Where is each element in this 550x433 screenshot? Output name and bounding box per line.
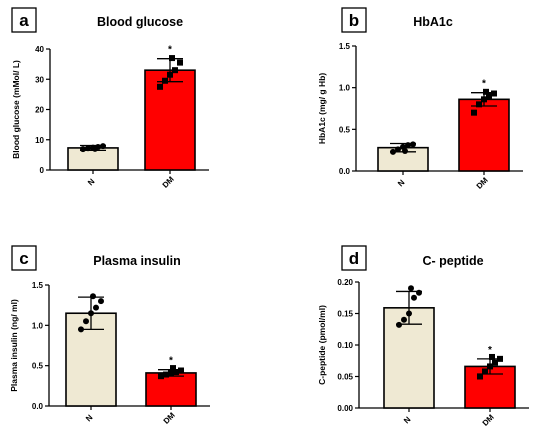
data-point (406, 310, 412, 317)
data-point (483, 88, 489, 95)
x-tick-label: N (396, 178, 407, 189)
data-point (172, 67, 178, 74)
data-point (477, 373, 483, 380)
data-point (85, 145, 91, 152)
y-axis-label: Blood glucose (mMol/ L) (11, 60, 21, 159)
data-point (410, 141, 416, 148)
data-point (163, 371, 169, 378)
y-tick-label: 30 (35, 75, 44, 84)
data-point (396, 321, 402, 328)
data-point (390, 148, 396, 155)
y-tick-label: 0.0 (32, 402, 44, 411)
data-point (83, 318, 89, 325)
y-tick-label: 20 (35, 106, 44, 115)
data-point (401, 316, 407, 323)
data-point (80, 146, 86, 153)
y-tick-label: 0.10 (337, 341, 353, 350)
y-axis-label: Plasma insulin (ng/ ml) (9, 299, 19, 392)
y-axis-label: C-peptide (pmol/ml) (317, 305, 327, 385)
data-point (170, 365, 176, 372)
data-point (476, 101, 482, 108)
data-point (158, 373, 164, 380)
data-point (167, 71, 173, 78)
y-tick-label: 40 (35, 45, 44, 54)
panel-letter: a (19, 11, 29, 30)
x-tick-label: DM (162, 410, 177, 425)
significance-marker: * (169, 356, 173, 367)
bar-dm (145, 372, 197, 407)
data-point (88, 310, 94, 317)
x-tick-label: N (84, 413, 95, 424)
data-point (487, 363, 493, 370)
data-point (471, 109, 477, 116)
x-tick-label: DM (161, 174, 176, 189)
panel-letter-box (11, 7, 37, 33)
y-tick-label: 0 (40, 166, 45, 175)
data-point (178, 367, 184, 374)
panel-letter: c (19, 249, 28, 268)
y-tick-label: 1.0 (32, 321, 44, 330)
y-tick-label: 0.05 (337, 373, 353, 382)
x-tick-label: DM (475, 175, 490, 190)
y-tick-label: 0.0 (339, 167, 351, 176)
data-point (177, 59, 183, 66)
y-tick-label: 0.5 (339, 125, 351, 134)
significance-marker: * (168, 45, 172, 56)
data-point (162, 77, 168, 84)
bar-dm (144, 69, 196, 171)
y-tick-label: 1.5 (339, 42, 351, 51)
data-point (90, 293, 96, 300)
y-tick-label: 1.0 (339, 84, 351, 93)
panel-letter-box (11, 245, 37, 271)
data-point (402, 148, 408, 154)
panel-letter-box (341, 7, 367, 33)
data-point (408, 285, 414, 292)
data-point (78, 326, 84, 333)
chart-title: Blood glucose (97, 15, 183, 29)
data-point (405, 142, 411, 149)
data-point (173, 369, 179, 376)
bar-dm (458, 98, 510, 172)
chart-title: Plasma insulin (93, 254, 181, 268)
x-tick-label: N (86, 177, 97, 188)
significance-marker: * (488, 345, 492, 356)
y-tick-label: 10 (35, 136, 44, 145)
data-point (486, 93, 492, 99)
y-tick-label: 0.5 (32, 362, 44, 371)
y-tick-label: 0.00 (337, 404, 353, 413)
x-tick-label: N (402, 415, 413, 426)
data-point (481, 96, 487, 103)
y-tick-label: 0.20 (337, 278, 353, 287)
chart-title: C- peptide (422, 254, 483, 268)
panel-letter-box (341, 245, 367, 271)
data-point (411, 294, 417, 301)
data-point (482, 368, 488, 375)
data-point (168, 369, 174, 376)
data-point (395, 146, 401, 153)
data-point (489, 353, 495, 360)
bar-n (67, 147, 119, 171)
y-axis-label: HbA1c (mg/ g Hb) (317, 73, 327, 144)
chart-title: HbA1c (413, 15, 453, 29)
data-point (157, 83, 163, 90)
data-point (492, 359, 498, 366)
data-point (416, 289, 422, 296)
data-point (100, 143, 106, 150)
significance-marker: * (482, 79, 486, 90)
x-tick-label: DM (481, 412, 496, 427)
data-point (93, 304, 99, 311)
panel-letter: d (349, 249, 359, 268)
y-tick-label: 1.5 (32, 281, 44, 290)
data-point (92, 145, 98, 152)
data-point (98, 298, 104, 305)
panel-letter: b (349, 11, 359, 30)
y-tick-label: 0.15 (337, 310, 353, 319)
data-point (169, 55, 175, 62)
data-point (497, 355, 503, 362)
data-point (491, 90, 497, 97)
